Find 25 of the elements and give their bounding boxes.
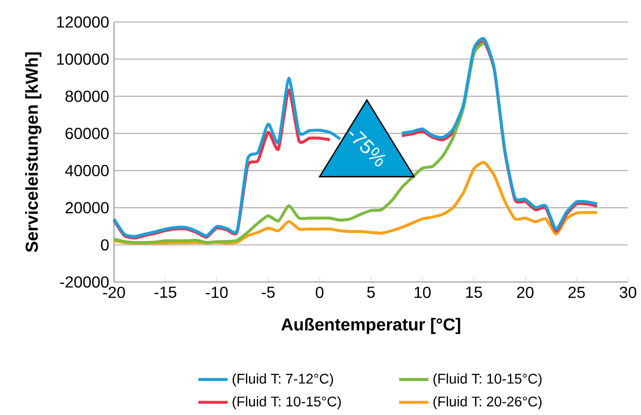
x-tick-label: 30 [620,286,636,298]
legend-label: (Fluid T: 7-12°C) [232,373,333,386]
y-tick-label: 80000 [65,90,109,102]
x-tick-label: -15 [154,286,176,298]
y-tick-label: 0 [101,239,109,251]
x-tick-label: -10 [206,286,228,298]
legend-label: (Fluid T: 10-15°C) [232,396,341,410]
y-tick-label: 100000 [57,53,109,65]
x-tick-label: -5 [262,286,275,298]
y-tick-label: 40000 [65,164,109,176]
y-tick-label: 60000 [66,128,109,140]
x-tick-label: 15 [466,286,482,298]
legend-label: (Fluid T: 20-26°C) [433,396,542,410]
y-tick-label: 20000 [66,202,109,214]
x-tick-label: 25 [568,286,585,298]
x-tick-label: 20 [517,286,534,298]
legend-label: (Fluid T: 10-15°C) [433,373,542,386]
x-tick-label: 0 [316,286,324,298]
x-axis-title: Außentemperatur [°C] [281,318,460,334]
y-tick-label: -20000 [60,276,109,288]
x-tick-label: -20 [103,286,125,298]
y-tick-label: 120000 [57,16,109,28]
x-tick-label: 5 [367,286,375,298]
y-axis-title: Serviceleistungen [kWh] [25,52,42,252]
x-tick-label: 10 [414,286,431,298]
